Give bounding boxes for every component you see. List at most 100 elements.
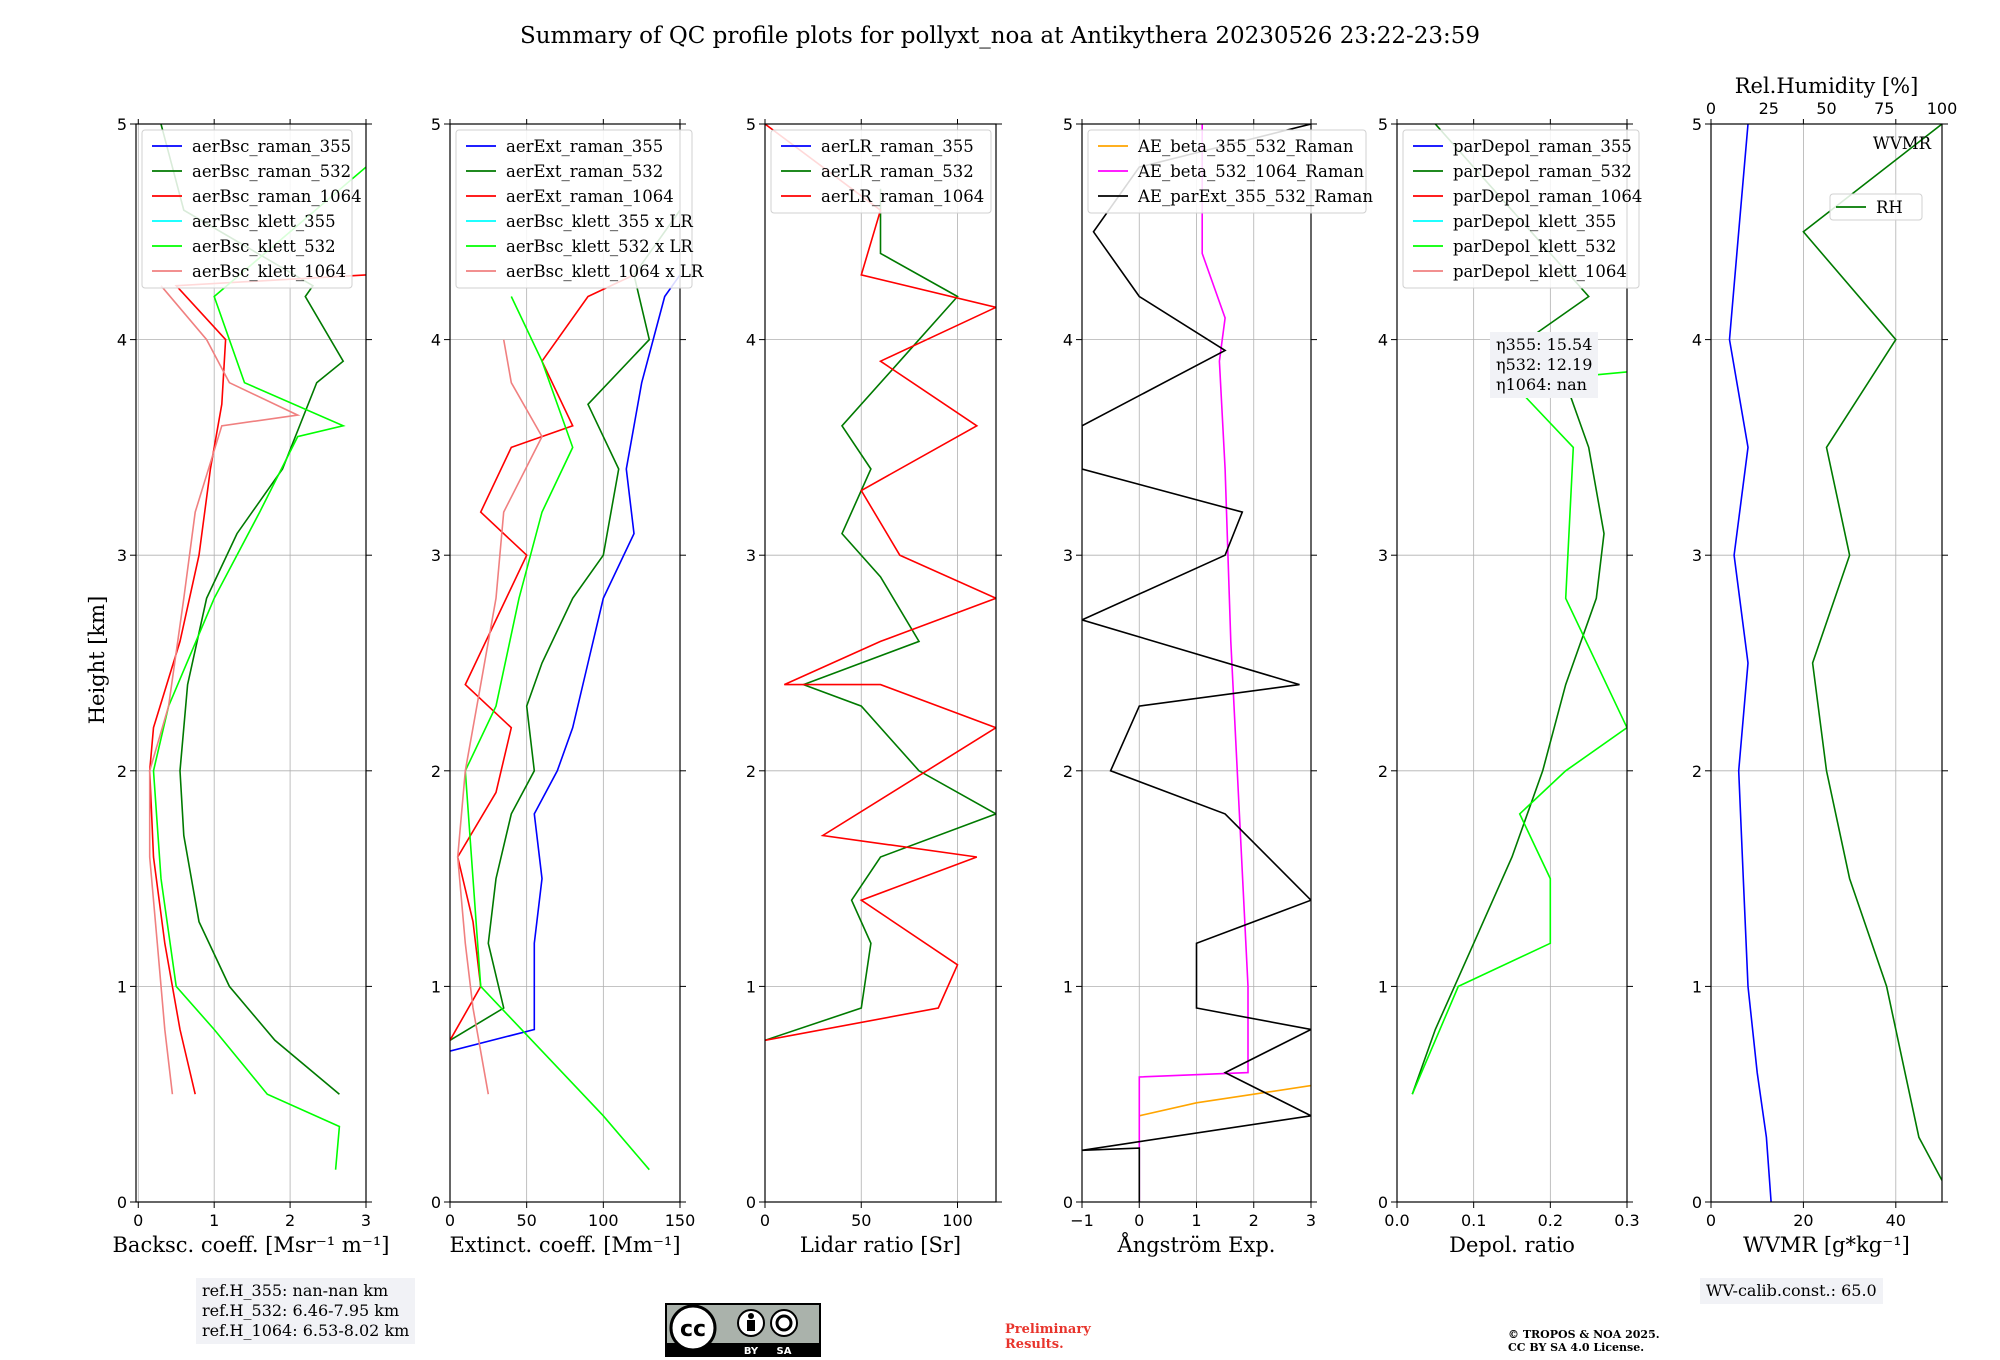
legend-entry: aerLR_raman_1064 [821, 187, 984, 206]
legend-entry: aerLR_raman_532 [821, 162, 974, 181]
y-tick-label: 1 [1692, 977, 1702, 996]
legend-entry: parDepol_raman_355 [1453, 137, 1632, 156]
legend-box [455, 129, 693, 289]
x2-tick-label: 0 [1706, 99, 1716, 118]
y-tick-label: 1 [117, 977, 127, 996]
y-tick-label: 1 [1063, 977, 1073, 996]
legend-entry: parDepol_raman_532 [1453, 162, 1632, 181]
legend-entry: AE_parExt_355_532_Raman [1137, 187, 1373, 206]
x-axis-label: WVMR [g*kg⁻¹] [1743, 1233, 1910, 1257]
y-tick-label: 1 [1378, 977, 1388, 996]
legend-entry: AE_beta_532_1064_Raman [1137, 162, 1364, 181]
y-tick-label: 0 [117, 1193, 127, 1212]
series-AE_beta_355_532_Raman [1139, 1084, 1311, 1117]
x-tick-label: 2 [1249, 1211, 1259, 1230]
y-tick-label: 2 [1378, 762, 1388, 781]
eta-355: η355: 15.54 [1496, 335, 1593, 354]
y-tick-label: 4 [1063, 331, 1073, 350]
legend-entry: parDepol_raman_1064 [1453, 187, 1642, 206]
x-tick-label: 0 [133, 1211, 143, 1230]
legend-entry: aerBsc_klett_532 [192, 237, 336, 256]
legend-entry: WVMR [1873, 134, 1932, 153]
legend-entry: aerExt_raman_1064 [506, 187, 674, 206]
axes-frame [1710, 123, 1943, 1203]
x-tick-label: 150 [665, 1211, 696, 1230]
x-tick-label: 1 [209, 1211, 219, 1230]
legend-entry: parDepol_klett_1064 [1453, 262, 1627, 281]
legend-entry: aerBsc_raman_1064 [192, 187, 362, 206]
y-tick-label: 5 [117, 115, 127, 134]
panel-3: 0 50 100 0 1 2 3 4 5 Lidar ratio [Sr] aerLR_raman_… [746, 115, 1002, 1257]
y-axis-label: Height [km] [85, 596, 109, 725]
legend-entry: aerBsc_klett_532 x LR [506, 237, 693, 256]
y-tick-label: 0 [746, 1193, 756, 1212]
panel-2: 0 50 100 150 0 1 2 3 4 5 Extinct. coeff. [Mm⁻¹] aer… [431, 115, 704, 1257]
y-tick-label: 3 [1378, 546, 1388, 565]
x-tick-label: 100 [942, 1211, 973, 1230]
legend-entry: aerBsc_raman_355 [192, 137, 351, 156]
series-parDepol_klett_532 [1411, 371, 1627, 1095]
y-tick-label: 3 [1692, 546, 1702, 565]
y-tick-label: 2 [1063, 762, 1073, 781]
legend-box [1087, 129, 1367, 214]
y-tick-label: 2 [746, 762, 756, 781]
series-aerBsc_klett_1064 x LR [456, 339, 543, 1095]
y-tick-label: 2 [117, 762, 127, 781]
cc-logo-letters: cc [680, 1317, 706, 1342]
panel-6: 0 20 40 0 1 2 3 4 5 WVMR [g*kg⁻¹] 0 25 50 75 100 Rel.Hu… [1692, 74, 1957, 1257]
y-tick-label: 5 [1063, 115, 1073, 134]
ref-height-1064: ref.H_1064: 6.53-8.02 km [202, 1321, 410, 1340]
legend-entry: RH [1876, 198, 1903, 217]
series-aerExt_raman_355 [450, 274, 680, 1052]
x-tick-label: 0 [1706, 1211, 1716, 1230]
y-tick-label: 3 [746, 546, 756, 565]
x-axis-label: Ångström Exp. [1117, 1232, 1276, 1257]
y-tick-label: 5 [431, 115, 441, 134]
y-tick-label: 4 [431, 331, 441, 350]
legend-entry: aerLR_raman_355 [821, 137, 974, 156]
figure-title: Summary of QC profile plots for pollyxt_… [520, 23, 1480, 49]
x-axis-label: Lidar ratio [Sr] [800, 1233, 961, 1257]
x2-tick-label: 75 [1874, 99, 1894, 118]
y-tick-label: 4 [1692, 331, 1702, 350]
cc-by-label: BY [744, 1346, 759, 1357]
eta-box: η355: 15.54 η532: 12.19 η1064: nan [1490, 332, 1599, 398]
copyright-note: © TROPOS & NOA 2025. CC BY SA 4.0 Licens… [1508, 1328, 1660, 1354]
y-tick-label: 5 [746, 115, 756, 134]
cc-sa-label: SA [777, 1346, 792, 1357]
y-tick-label: 3 [117, 546, 127, 565]
y-tick-label: 2 [1692, 762, 1702, 781]
axes-frame [764, 123, 997, 1203]
legend-entry: aerBsc_klett_355 x LR [506, 212, 693, 231]
series-RH [1802, 124, 1942, 1181]
y-tick-label: 4 [117, 331, 127, 350]
panels-group: 0 1 2 3 0 1 2 3 4 5 Backsc. coeff. [Msr⁻¹ m⁻¹] aerB… [113, 74, 1958, 1257]
x-tick-label: 100 [588, 1211, 619, 1230]
cc-by-sa-logo: cc BY SA [665, 1303, 821, 1357]
y-tick-label: 5 [1378, 115, 1388, 134]
series-aerBsc_klett_1064 [148, 285, 301, 1095]
y-tick-label: 0 [1378, 1193, 1388, 1212]
x-tick-label: −1 [1070, 1211, 1094, 1230]
legend-entry: parDepol_klett_532 [1453, 237, 1616, 256]
preliminary-note: Preliminary Results. [1005, 1322, 1091, 1352]
series-aerLR_raman_532 [765, 188, 996, 1042]
x-axis-label: Backsc. coeff. [Msr⁻¹ m⁻¹] [113, 1233, 390, 1257]
x-tick-label: 0.0 [1384, 1211, 1409, 1230]
axes-frame [449, 123, 681, 1203]
x-tick-label: 50 [851, 1211, 871, 1230]
legend-box [141, 129, 353, 289]
y-tick-label: 0 [431, 1193, 441, 1212]
axes-frame [135, 123, 367, 1203]
legend-entry: aerBsc_klett_1064 x LR [506, 262, 704, 281]
legend-box [770, 129, 992, 214]
y-tick-label: 5 [1692, 115, 1702, 134]
x-tick-label: 0.1 [1461, 1211, 1486, 1230]
y-tick-label: 3 [1063, 546, 1073, 565]
x2-axis-label: Rel.Humidity [%] [1735, 74, 1919, 98]
wv-calib-box: WV-calib.const.: 65.0 [1700, 1278, 1883, 1304]
x-tick-label: 2 [285, 1211, 295, 1230]
x-tick-label: 40 [1886, 1211, 1906, 1230]
